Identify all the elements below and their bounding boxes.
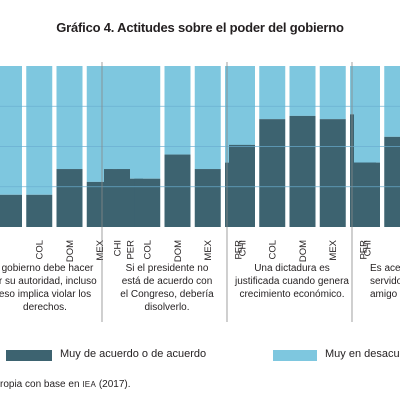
source-note: ropia con base en IEA (2017). <box>0 379 131 390</box>
bar-disagree-p1-3 <box>56 66 83 170</box>
bar-agree-p3-1 <box>229 144 255 227</box>
bar-disagree-p4-1 <box>354 66 380 163</box>
category-label-p3-2: COL <box>268 240 279 260</box>
bar-disagree-p1-2 <box>26 66 53 195</box>
bar-agree-p1-1 <box>0 194 22 227</box>
bar-agree-p1-3 <box>56 169 83 227</box>
panel-caption-1: l gobierno debe hacer er su autoridad, i… <box>0 263 97 313</box>
category-label-p2-3: DOM <box>173 240 184 262</box>
bar-disagree-p3-1 <box>229 66 255 145</box>
panel-caption-2: Si el presidente no está de acuerdo con … <box>120 263 214 313</box>
category-label-p4-1: CHI <box>362 240 373 256</box>
legend-label-agree: Muy de acuerdo o de acuerdo <box>60 348 207 360</box>
bar-agree-p3-2 <box>259 119 286 227</box>
bar-disagree-p4-2 <box>384 66 400 137</box>
category-label-p2-1: CHI <box>112 240 123 256</box>
source-suffix: (2017). <box>96 379 131 390</box>
bar-agree-p3-3 <box>289 115 316 227</box>
bar-agree-p2-3 <box>164 154 191 227</box>
bar-disagree-p3-3 <box>289 66 316 116</box>
legend-swatch-disagree <box>273 350 317 361</box>
legend-swatch-agree <box>6 350 52 361</box>
bar-agree-p4-1 <box>354 162 380 227</box>
bar-disagree-p2-1 <box>104 66 130 170</box>
legend-label-disagree: Muy en desacuerdo o en desacuerdo <box>325 348 400 360</box>
bar-disagree-p1-1 <box>0 66 22 195</box>
category-label-p3-3: DOM <box>298 240 309 262</box>
category-label-p1-5: PER <box>125 240 136 260</box>
panel-caption-3: Una dictadura es justificada cuando gene… <box>235 263 349 300</box>
category-label-p1-2: COL <box>35 240 46 260</box>
bar-agree-p4-2 <box>384 136 400 227</box>
bar-agree-p2-1 <box>104 169 130 227</box>
bar-disagree-p2-2 <box>134 66 161 179</box>
bar-disagree-p2-3 <box>164 66 191 155</box>
bar-agree-p3-4 <box>319 119 346 227</box>
chart-title: Gráfico 4. Actitudes sobre el poder del … <box>56 20 344 35</box>
category-label-p1-4: MEX <box>95 239 106 260</box>
category-label-p3-5: PER <box>358 240 369 260</box>
category-label-p2-4: MEX <box>203 239 214 260</box>
bar-disagree-p3-2 <box>259 66 286 120</box>
category-label-p3-1: CHI <box>237 240 248 256</box>
bar-agree-p2-4 <box>194 169 221 227</box>
panel-caption-4: Es acep servidor pu amigo dán <box>370 263 400 300</box>
bar-disagree-p2-4 <box>194 66 221 170</box>
category-label-p3-4: MEX <box>328 239 339 260</box>
bar-agree-p2-2 <box>134 178 161 227</box>
category-label-p1-3: DOM <box>65 240 76 262</box>
category-label-p2-2: COL <box>143 240 154 260</box>
category-label-p2-5: PER <box>233 240 244 260</box>
source-prefix: ropia con base en <box>0 379 83 390</box>
source-org: IEA <box>82 380 97 389</box>
bar-agree-p1-2 <box>26 194 53 227</box>
bar-disagree-p3-4 <box>319 66 346 120</box>
